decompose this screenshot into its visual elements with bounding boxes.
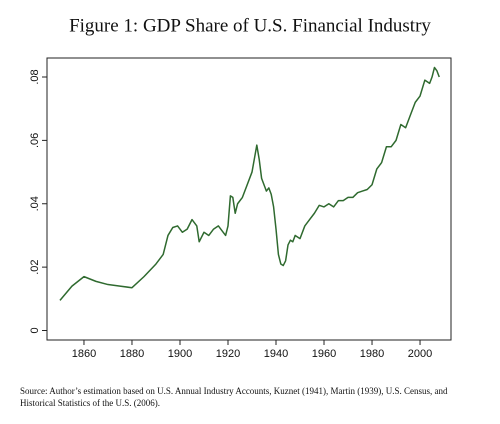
x-tick-label: 1940: [264, 348, 288, 360]
y-tick-label: .08: [29, 69, 41, 84]
source-note: Source: Author’s estimation based on U.S…: [20, 386, 448, 408]
x-tick-label: 1900: [168, 348, 192, 360]
data-line: [59, 66, 440, 301]
x-tick-label: 1860: [72, 348, 96, 360]
y-tick-label: .06: [29, 133, 41, 148]
x-tick-label: 2000: [408, 348, 432, 360]
x-tick-label: 1920: [216, 348, 240, 360]
chart: Figure 1: GDP Share of U.S. Financial In…: [29, 15, 452, 360]
chart-title: Figure 1: GDP Share of U.S. Financial In…: [69, 15, 431, 36]
x-tick-label: 1880: [120, 348, 144, 360]
y-tick-label: .02: [29, 259, 41, 274]
y-tick-label: .04: [29, 196, 41, 211]
y-tick-label: 0: [29, 327, 41, 333]
plot-frame: [46, 57, 452, 341]
x-tick-label: 1980: [360, 348, 384, 360]
x-tick-label: 1960: [312, 348, 336, 360]
